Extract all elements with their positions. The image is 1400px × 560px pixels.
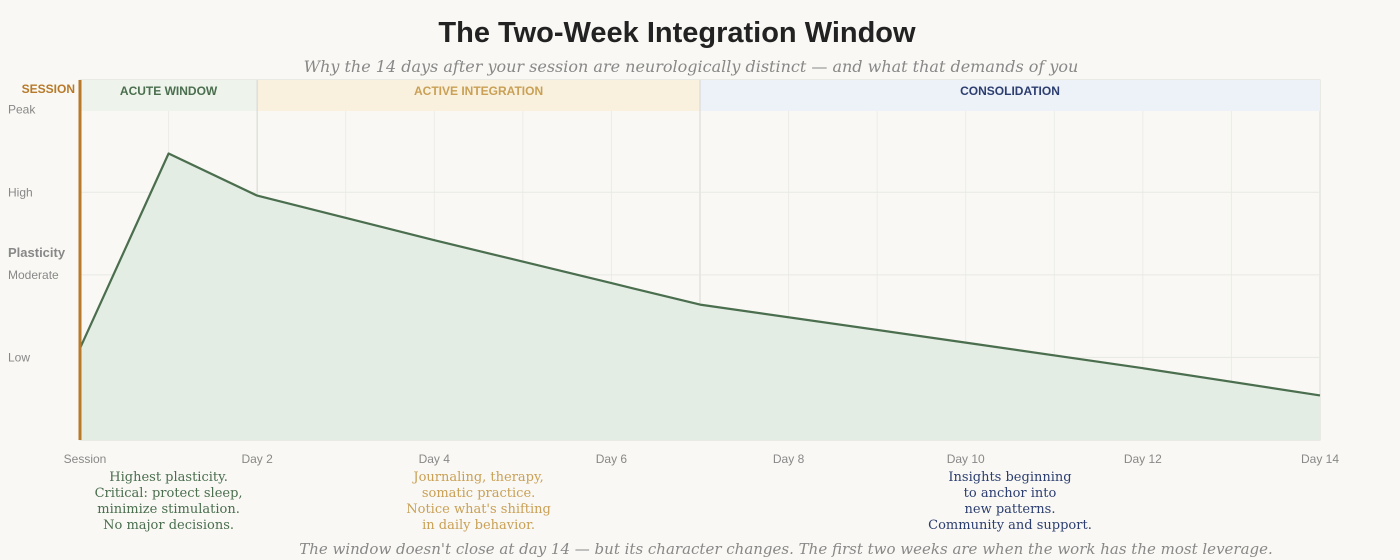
phase-band [257,80,700,111]
phase-band [80,80,258,111]
y-tick-label: High [8,185,33,199]
x-tick-label: Day 14 [1301,452,1339,466]
phase-note-line: Notice what's shifting [406,502,551,517]
x-tick-label: Day 12 [1124,452,1162,466]
x-tick-label: Day 10 [947,452,985,466]
phase-note-line: minimize stimulation. [97,502,240,517]
y-axis-label: Plasticity [8,245,66,260]
footer-note: The window doesn't close at day 14 — but… [299,540,1273,558]
y-tick-label: Peak [8,103,36,117]
phase-note-line: No major decisions. [103,518,234,533]
phase-note-line: new patterns. [965,502,1056,517]
x-tick-label: Day 4 [419,452,451,466]
phase-note-line: Highest plasticity. [109,470,228,485]
series-area [80,153,1320,440]
phase-note-line: Community and support. [928,518,1092,533]
phase-label: ACUTE WINDOW [120,84,218,98]
x-tick-label: Day 2 [241,452,273,466]
phase-note-line: to anchor into [964,486,1057,501]
chart-subtitle: Why the 14 days after your session are n… [304,57,1079,76]
x-tick-label: Session [64,452,107,466]
phase-note-line: Critical: protect sleep, [95,486,243,501]
series-line [78,152,1321,397]
phase-label: CONSOLIDATION [960,84,1060,98]
phase-note-line: in daily behavior. [422,518,535,533]
y-tick-label: Moderate [8,268,59,282]
phase-note-line: Insights beginning [948,470,1071,485]
x-tick-label: Day 6 [596,452,628,466]
phase-note-line: Journaling, therapy, [411,470,543,485]
phase-band [700,80,1320,111]
y-tick-label: Low [8,350,30,364]
x-tick-label: Day 8 [773,452,805,466]
phase-note-line: somatic practice. [422,486,535,501]
session-marker-label: SESSION [22,82,75,96]
phase-label: ACTIVE INTEGRATION [414,84,543,98]
chart-title: The Two-Week Integration Window [438,17,916,49]
